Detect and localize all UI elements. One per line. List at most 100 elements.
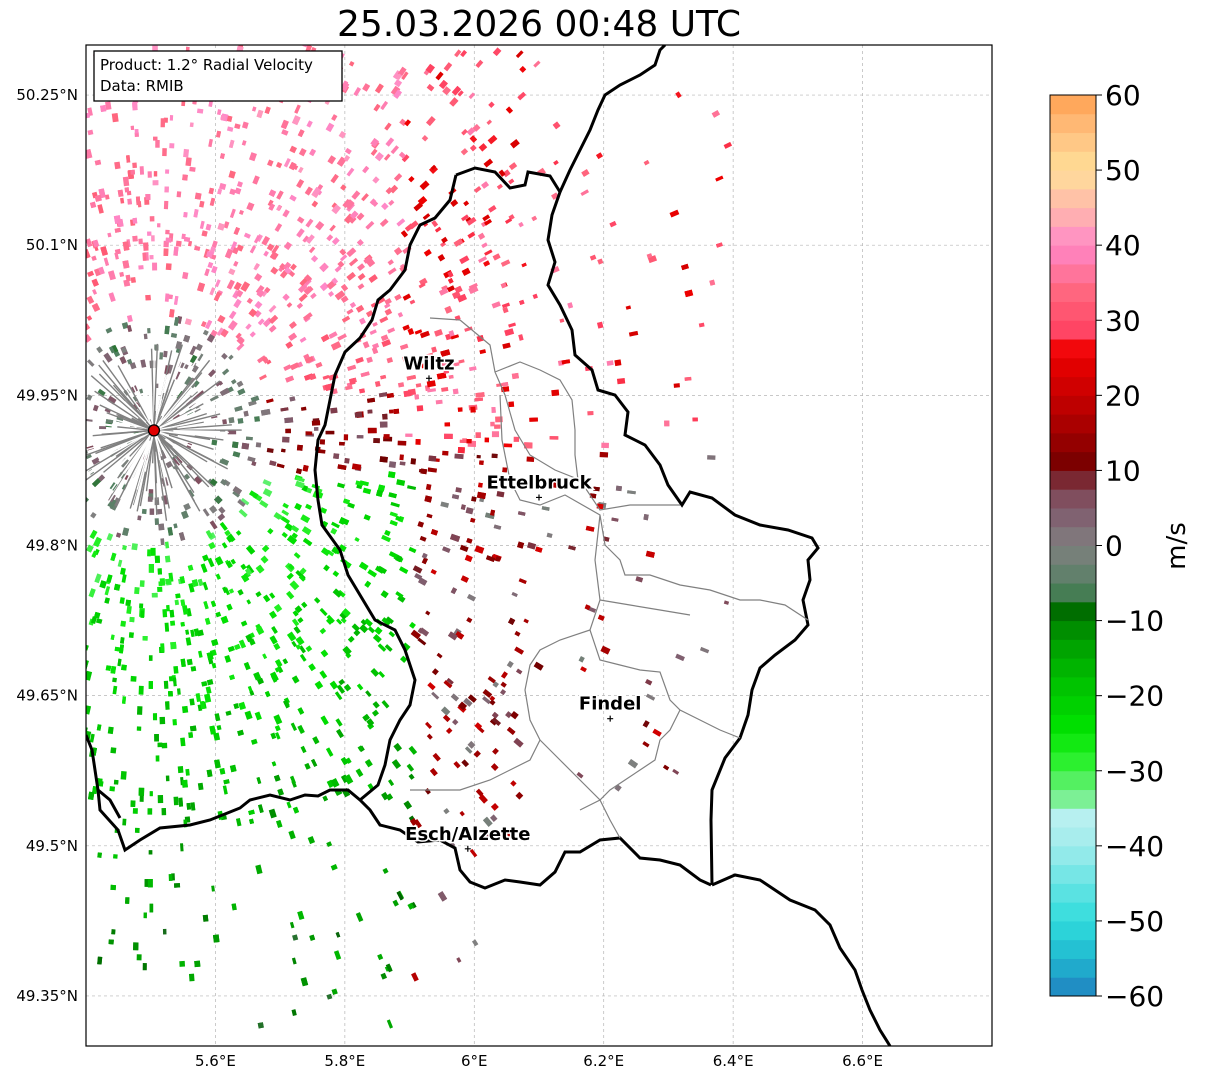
velocity-pixel [232,490,240,498]
velocity-pixel [379,456,388,463]
velocity-pixel [364,759,373,768]
velocity-pixel [270,732,277,740]
velocity-pixel [357,283,365,290]
velocity-pixel [253,234,261,244]
velocity-pixel [209,520,218,530]
velocity-pixel [132,217,138,224]
velocity-pixel [214,495,223,505]
velocity-pixel [119,457,129,468]
lon-tick-label: 6.2°E [583,1052,624,1070]
velocity-pixel [147,496,153,502]
radar-site-marker [147,424,161,437]
lat-tick-label: 49.8°N [26,537,78,555]
velocity-pixel [236,289,244,298]
velocity-pixel [303,312,313,321]
velocity-pixel [286,535,298,545]
colorbar-tick-label: −20 [1105,680,1164,713]
velocity-pixel [290,525,300,533]
velocity-pixel [290,263,297,271]
velocity-pixel [167,690,173,697]
velocity-pixel [444,305,453,314]
velocity-pixel [406,374,417,381]
colorbar-step [1050,902,1096,922]
velocity-pixel [110,552,117,562]
velocity-pixel [567,302,574,309]
velocity-pixel [169,609,175,618]
velocity-pixel [234,643,241,651]
velocity-pixel [291,640,297,648]
velocity-pixel [296,178,305,189]
velocity-pixel [341,315,351,323]
clutter-ray [145,430,155,492]
velocity-pixel [390,85,401,96]
velocity-pixel [205,319,213,330]
velocity-pixel [284,267,292,275]
velocity-pixel [510,139,520,149]
velocity-pixel [91,478,101,488]
velocity-pixel [255,626,265,635]
velocity-pixel [86,323,91,331]
velocity-pixel [268,304,277,313]
velocity-pixel [296,228,305,238]
velocity-pixel [379,316,389,324]
velocity-pixel [357,263,366,272]
velocity-pixel [397,440,407,446]
velocity-pixel [449,97,459,107]
velocity-pixel [414,394,420,400]
velocity-pixel [163,350,168,358]
velocity-pixel [341,82,350,92]
velocity-pixel [114,227,121,233]
velocity-pixel [175,593,181,599]
velocity-pixel [385,616,394,624]
velocity-pixel [453,362,460,367]
velocity-pixel [408,773,415,780]
velocity-pixel [297,910,305,920]
velocity-pixel [249,818,255,825]
velocity-pixel [336,482,345,489]
velocity-pixel [301,526,312,536]
velocity-pixel [216,109,222,116]
velocity-pixel [513,436,520,442]
velocity-pixel [229,764,237,773]
velocity-pixel [389,409,394,414]
velocity-pixel [377,643,387,652]
velocity-pixel [587,411,594,416]
info-product: Product: 1.2° Radial Velocity [100,56,313,74]
velocity-pixel [326,234,334,242]
velocity-pixel [492,47,502,57]
velocity-pixel [420,468,428,475]
velocity-pixel [104,586,111,596]
velocity-pixel [570,478,576,483]
velocity-pixel [86,359,95,367]
velocity-pixel [517,541,525,549]
velocity-pixel [391,759,402,770]
velocity-pixel [334,691,343,701]
velocity-pixel [372,709,379,717]
velocity-pixel [87,270,95,277]
velocity-pixel [451,718,459,726]
velocity-pixel [145,193,151,201]
velocity-pixel [160,538,165,546]
velocity-pixel [370,148,378,156]
velocity-pixel [238,639,247,649]
velocity-pixel [226,603,233,611]
velocity-pixel [580,666,587,673]
velocity-pixel [386,357,394,364]
national-border-de-north [558,45,667,193]
velocity-pixel [152,180,159,186]
velocity-pixel [366,258,376,268]
velocity-pixel [451,85,462,96]
velocity-pixel [380,101,388,110]
velocity-pixel [407,485,417,491]
velocity-pixel [123,279,131,287]
velocity-pixel [450,334,460,340]
velocity-pixel [260,408,271,416]
velocity-pixel [235,818,242,827]
velocity-pixel [353,86,362,97]
velocity-pixel [332,547,341,555]
velocity-pixel [91,278,99,287]
velocity-pixel [108,939,114,945]
canton-lines [410,317,809,839]
velocity-pixel [148,681,153,689]
velocity-pixel [108,292,116,302]
